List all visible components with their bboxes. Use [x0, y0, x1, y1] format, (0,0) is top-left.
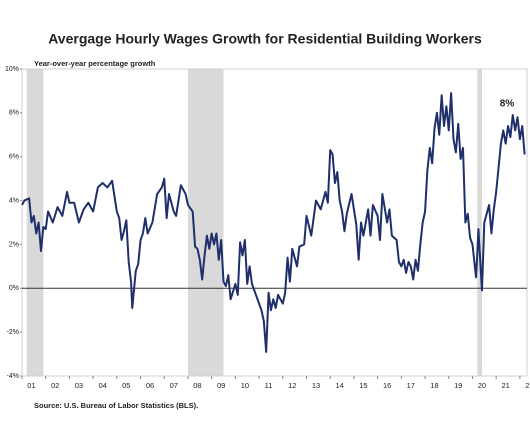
x-tick-label: 15 — [359, 381, 367, 390]
chart-title: Avergage Hourly Wages Growth for Residen… — [48, 31, 482, 47]
x-tick-label: 20 — [478, 381, 486, 390]
y-axis-label: Year-over-year percentage growth — [34, 59, 156, 68]
x-tick-label: 01 — [27, 381, 35, 390]
y-tick-label: 4% — [9, 197, 19, 204]
y-tick-label: -4% — [7, 373, 19, 380]
x-tick-label: 10 — [241, 381, 249, 390]
x-tick-label: 06 — [146, 381, 154, 390]
y-tick-label: 0% — [9, 285, 19, 292]
y-tick-label: 2% — [9, 241, 19, 248]
x-tick-label: 05 — [122, 381, 130, 390]
recession-band — [477, 69, 482, 376]
y-tick-label: -2% — [7, 329, 19, 336]
x-tick-label: 03 — [75, 381, 83, 390]
x-tick-label: 17 — [407, 381, 415, 390]
y-tick-label: 6% — [9, 154, 19, 161]
x-tick-label: 21 — [501, 381, 509, 390]
x-tick-label: 02 — [51, 381, 59, 390]
x-tick-label: 09 — [217, 381, 225, 390]
data-line — [21, 92, 526, 353]
x-tick-label: 07 — [170, 381, 178, 390]
y-tick-label: 8% — [9, 110, 19, 117]
annotation: 8% — [500, 99, 515, 110]
x-tick-label: 13 — [312, 381, 320, 390]
x-tick-label: 11 — [265, 381, 273, 390]
source: Source: U.S. Bureau of Labor Statistics … — [34, 401, 198, 410]
x-tick-label: 19 — [454, 381, 462, 390]
x-tick-label: 18 — [430, 381, 438, 390]
plot-frame — [21, 68, 528, 377]
x-tick-label: 04 — [98, 381, 106, 390]
x-tick-label: 16 — [383, 381, 391, 390]
x-tick-label: 22 — [525, 381, 530, 390]
x-tick-label: 14 — [336, 381, 344, 390]
x-tick-label: 08 — [193, 381, 201, 390]
y-tick-label: 10% — [5, 66, 19, 73]
x-tick-label: 12 — [288, 381, 296, 390]
